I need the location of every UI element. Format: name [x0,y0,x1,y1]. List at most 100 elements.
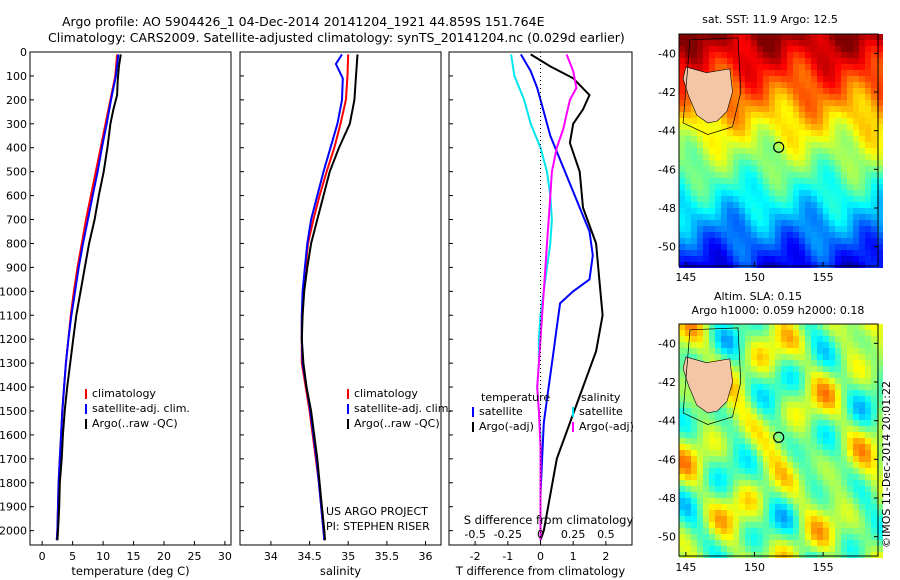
map-cell [745,342,751,348]
map-cell [781,226,787,232]
map-cell [853,190,859,196]
map-cell [721,58,727,64]
map-cell [787,262,793,268]
map-cell [871,462,877,468]
map-cell [853,552,859,558]
map-cell [841,52,847,58]
map-cell [811,208,817,214]
map-cell [763,378,769,384]
map-cell [799,474,805,480]
map-cell [685,214,691,220]
map-cell [787,148,793,154]
map-cell [715,438,721,444]
map-cell [691,504,697,510]
map-cell [811,408,817,414]
map-cell [859,348,865,354]
map-cell [829,208,835,214]
map-cell [841,456,847,462]
map-cell [853,354,859,360]
map-cell [847,136,853,142]
map-cell [805,244,811,250]
map-cell [787,396,793,402]
map-cell [715,504,721,510]
map-cell [745,208,751,214]
map-cell [709,202,715,208]
map-cell [805,540,811,546]
x-axis-label: T difference from climatology [455,564,626,578]
map-cell [691,250,697,256]
map-cell [847,498,853,504]
map-cell [823,208,829,214]
map-cell [841,360,847,366]
map-cell [811,160,817,166]
map-cell [853,244,859,250]
map-cell [775,342,781,348]
map-cell [853,330,859,336]
map-cell [703,468,709,474]
map-cell [769,190,775,196]
map-cell [793,214,799,220]
map-cell [769,70,775,76]
map-cell [853,348,859,354]
map-cell [865,220,871,226]
map-cell [775,40,781,46]
map-cell [841,94,847,100]
map-cell [877,58,883,64]
map-cell [775,516,781,522]
map-cell [679,342,685,348]
map-cell [787,94,793,100]
map-cell [781,178,787,184]
map-cell [859,52,865,58]
map-cell [805,154,811,160]
map-cell [739,106,745,112]
map-cell [685,112,691,118]
map-cell [781,160,787,166]
map-cell [775,64,781,70]
map-cell [781,360,787,366]
map-cell [679,88,685,94]
map-cell [715,220,721,226]
map-cell [799,40,805,46]
map-cell [853,214,859,220]
map-cell [829,360,835,366]
map-cell [715,498,721,504]
map-cell [871,46,877,52]
map-cell [781,88,787,94]
map-cell [847,52,853,58]
map-cell [685,148,691,154]
map-cell [829,142,835,148]
map-cell [805,118,811,124]
map-cell [799,154,805,160]
map-cell [697,474,703,480]
map-cell [835,250,841,256]
map-cell [703,498,709,504]
map-cell [691,438,697,444]
map-cell [733,552,739,558]
map-cell [679,546,685,552]
map-cell [865,330,871,336]
map-cell [775,444,781,450]
sla-map-field [679,324,883,558]
map-cell [817,154,823,160]
map-cell [733,426,739,432]
map-cell [877,342,883,348]
map-cell [859,552,865,558]
map-cell [781,82,787,88]
map-cell [865,492,871,498]
map-cell [811,196,817,202]
map-cell [679,498,685,504]
map-cell [871,256,877,262]
map-cell [853,456,859,462]
map-cell [745,34,751,40]
map-cell [733,76,739,82]
map-cell [751,456,757,462]
map-cell [769,432,775,438]
map-cell [811,504,817,510]
map-cell [721,166,727,172]
map-cell [685,172,691,178]
map-cell [775,226,781,232]
map-cell [811,462,817,468]
map-cell [709,498,715,504]
map-cell [859,480,865,486]
map-cell [871,160,877,166]
